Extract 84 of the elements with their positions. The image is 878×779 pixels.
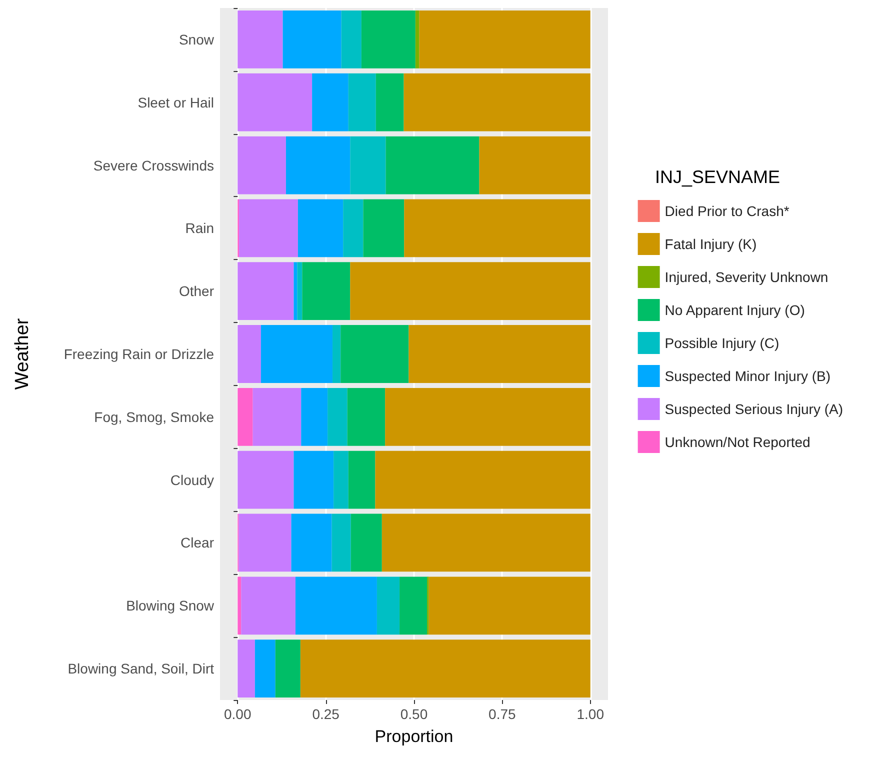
legend-label: Suspected Minor Injury (B)	[664, 368, 831, 384]
bar	[238, 514, 292, 572]
bar	[238, 640, 255, 698]
bar	[298, 199, 344, 258]
bar	[238, 325, 261, 383]
bar	[301, 388, 328, 446]
legend-title: INJ_SEVNAME	[655, 167, 780, 187]
bar	[294, 450, 334, 509]
bar	[376, 73, 404, 132]
bar	[348, 450, 376, 509]
bar	[334, 450, 348, 509]
bar	[260, 325, 333, 383]
y-tick-label: Sleet or Hail	[138, 94, 214, 110]
bar	[328, 388, 348, 446]
bar	[404, 199, 590, 258]
bar	[332, 325, 341, 383]
bar	[382, 514, 590, 572]
bar	[238, 576, 242, 635]
y-tick-label: Blowing Snow	[126, 598, 215, 614]
x-tick-label: 0.75	[488, 706, 516, 722]
bar	[350, 514, 382, 572]
legend-label: Unknown/Not Reported	[664, 434, 810, 450]
bar	[347, 388, 386, 446]
bar	[376, 576, 400, 635]
y-tick-label: Severe Crosswinds	[93, 157, 214, 174]
legend-label: Fatal Injury (K)	[664, 236, 757, 252]
bar	[479, 136, 590, 194]
x-tick-label: 0.50	[400, 706, 428, 722]
bar	[282, 10, 342, 68]
legend-label: Possible Injury (C)	[664, 335, 780, 351]
bar	[252, 388, 302, 446]
y-tick-label: Rain	[185, 220, 214, 236]
x-tick-label: 0.00	[224, 706, 252, 722]
bar	[363, 199, 404, 258]
bar	[286, 136, 350, 194]
bar	[238, 388, 253, 446]
legend-label: No Apparent Injury (O)	[664, 302, 805, 318]
legend-label: Injured, Severity Unknown	[664, 269, 828, 285]
bar	[341, 10, 362, 68]
bar	[291, 514, 332, 572]
bar	[361, 10, 416, 68]
bar	[350, 262, 590, 320]
x-tick-label: 0.25	[312, 706, 340, 722]
bar	[238, 10, 283, 68]
x-axis-title: Proportion	[374, 727, 454, 746]
y-tick-label: Other	[178, 283, 214, 300]
bar	[332, 514, 351, 572]
bar	[238, 262, 294, 320]
bar	[350, 136, 386, 194]
y-tick-label: Fog, Smog, Smoke	[94, 408, 214, 425]
bar	[400, 576, 428, 635]
bar	[300, 640, 590, 698]
bar	[415, 10, 420, 68]
bar	[254, 640, 276, 698]
bar	[385, 388, 590, 446]
bar	[238, 73, 312, 132]
bar	[275, 640, 300, 698]
bar	[386, 136, 480, 194]
bar	[375, 450, 590, 509]
bar	[404, 73, 590, 132]
bar	[294, 262, 298, 320]
bar	[297, 262, 302, 320]
bar	[419, 10, 590, 68]
bar	[408, 325, 590, 383]
bar	[340, 325, 409, 383]
y-tick-label: Blowing Sand, Soil, Dirt	[68, 660, 214, 677]
y-tick-label: Snow	[178, 31, 215, 48]
bar	[302, 262, 350, 320]
bar	[241, 576, 296, 635]
y-axis-title: Weather	[12, 318, 33, 390]
bar	[238, 136, 286, 194]
bar	[239, 199, 298, 258]
x-tick-label: 1.00	[576, 706, 604, 722]
legend-label: Suspected Serious Injury (A)	[664, 401, 844, 417]
legend-label: Died Prior to Crash*	[664, 203, 790, 219]
bar	[348, 73, 376, 132]
bar	[295, 576, 377, 635]
bar	[428, 576, 590, 635]
bar	[343, 199, 364, 258]
bar	[238, 450, 294, 509]
y-tick-label: Clear	[180, 534, 214, 551]
y-tick-label: Cloudy	[170, 472, 214, 488]
y-tick-label: Freezing Rain or Drizzle	[64, 346, 214, 362]
bar	[312, 73, 348, 132]
